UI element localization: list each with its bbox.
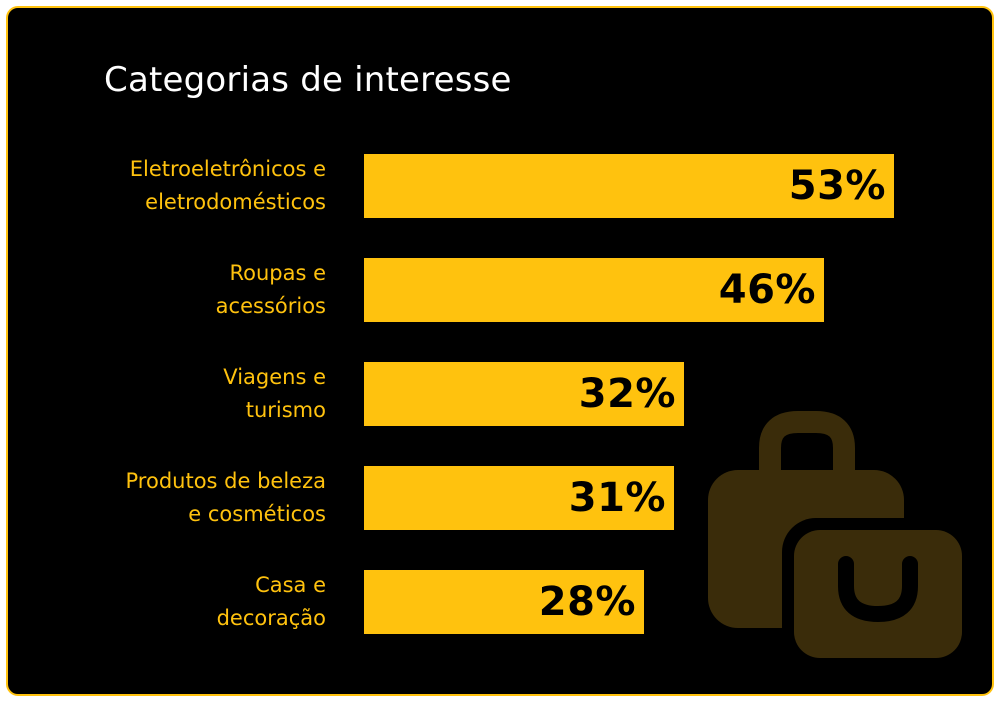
category-label-line: turismo: [245, 398, 326, 422]
category-label: Viagens e turismo: [26, 361, 326, 427]
bar: 28%: [364, 570, 644, 634]
bar: 31%: [364, 466, 674, 530]
bar-value-label: 32%: [578, 371, 676, 417]
bar: 46%: [364, 258, 824, 322]
category-label: Eletroeletrônicos e eletrodomésticos: [26, 153, 326, 219]
category-label-line: acessórios: [215, 294, 326, 318]
category-label: Roupas e acessórios: [26, 257, 326, 323]
category-label-line: eletrodomésticos: [145, 190, 326, 214]
category-label-line: Produtos de beleza: [125, 469, 326, 493]
category-label: Produtos de beleza e cosméticos: [26, 465, 326, 531]
bar: 32%: [364, 362, 684, 426]
chart-title: Categorias de interesse: [104, 60, 512, 100]
bar-value-label: 53%: [788, 163, 886, 209]
category-label-line: Viagens e: [223, 365, 326, 389]
category-label-line: Casa e: [255, 573, 326, 597]
bar-value-label: 31%: [568, 475, 666, 521]
category-label-line: Roupas e: [229, 261, 326, 285]
shopping-bags-icon: [708, 411, 962, 658]
category-label: Casa e decoração: [26, 569, 326, 635]
category-label-line: e cosméticos: [188, 502, 326, 526]
category-label-line: Eletroeletrônicos e: [129, 157, 326, 181]
chart-card: Categorias de interesse Eletroeletrônico…: [6, 6, 994, 696]
category-label-line: decoração: [216, 606, 326, 630]
bar-value-label: 28%: [538, 579, 636, 625]
bar: 53%: [364, 154, 894, 218]
bar-value-label: 46%: [718, 267, 816, 313]
